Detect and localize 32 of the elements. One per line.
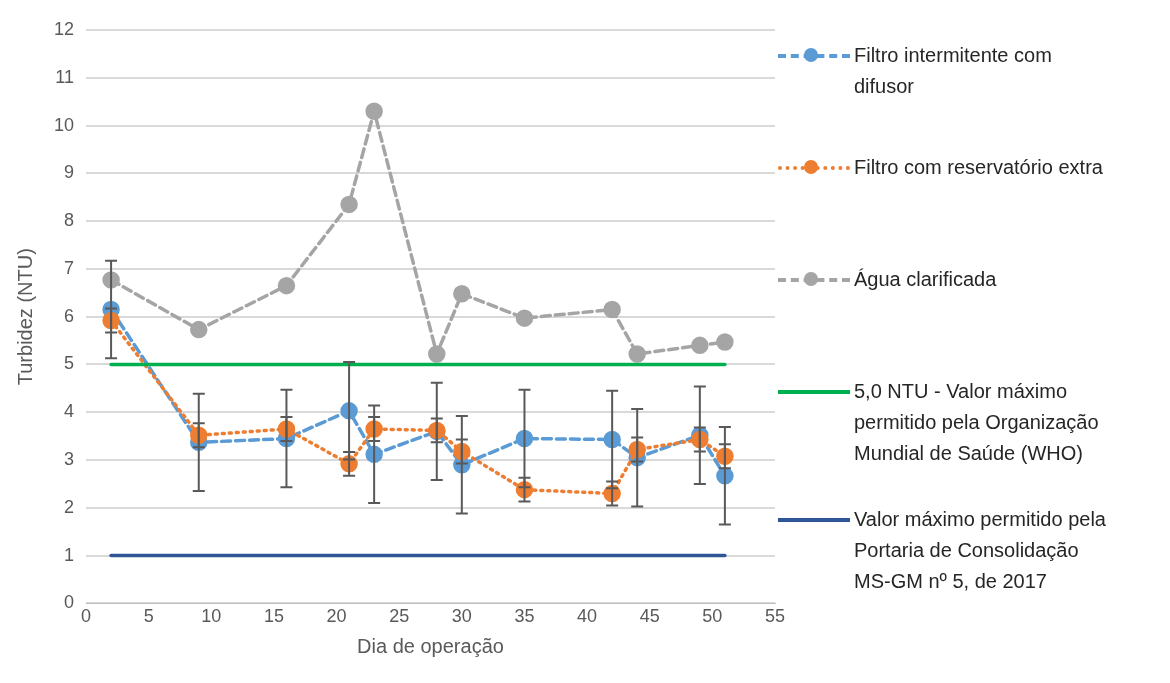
x-tick-label: 10 (201, 606, 222, 627)
y-axis-title: Turbidez (NTU) (13, 248, 36, 386)
y-tick-label: 5 (64, 353, 75, 374)
x-tick-label: 40 (577, 606, 598, 627)
y-tick-label: 7 (64, 257, 75, 278)
x-tick-label: 30 (451, 606, 472, 627)
x-tick-label: 5 (143, 606, 154, 627)
y-tick-label: 10 (53, 114, 75, 135)
x-tick-label: 45 (639, 606, 660, 627)
x-tick-label: 35 (514, 606, 535, 627)
y-tick-label: 12 (53, 18, 75, 39)
y-tick-label: 11 (55, 66, 75, 87)
x-tick-label: 20 (326, 606, 347, 627)
legend-label: Filtro com reservatório extra (854, 155, 1104, 180)
y-tick-label: 2 (64, 496, 75, 517)
x-tick-label: 15 (263, 606, 284, 627)
x-tick-label: 50 (702, 606, 723, 627)
x-tick-label: 25 (389, 606, 410, 627)
y-tick-label: 6 (64, 305, 75, 326)
y-tick-label: 8 (64, 210, 75, 231)
legend-label: Valor máximo permitido pela Portaria de Consolidação MS-GM nº 5, de 2017 (854, 507, 1107, 594)
x-tick-label: 0 (81, 606, 92, 627)
y-tick-label: 3 (64, 449, 75, 470)
y-tick-label: 1 (64, 544, 75, 565)
y-tick-label: 4 (64, 401, 75, 422)
legend-label: Filtro intermitente com difusor (854, 43, 1053, 99)
x-tick-label: 55 (764, 606, 786, 627)
legend-label: Água clarificada (854, 267, 998, 292)
x-axis-title: Dia de operação (357, 634, 504, 657)
y-tick-label: 9 (64, 162, 75, 183)
legend-label: 5,0 NTU - Valor máximo permitido pela Organização Mundial de Saúde (WHO) (854, 379, 1100, 466)
y-tick-label: 0 (64, 592, 75, 613)
